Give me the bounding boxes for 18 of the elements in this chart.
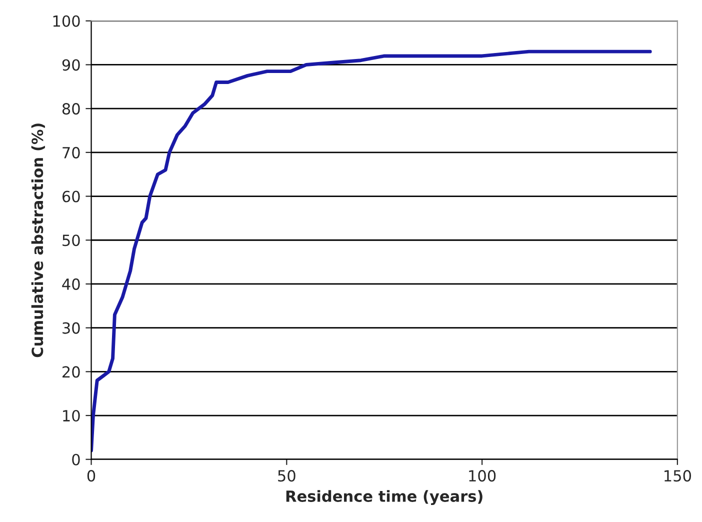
- y-tick-label: 90: [62, 59, 80, 71]
- y-tick-label: 60: [62, 190, 80, 202]
- y-tick-label: 30: [62, 322, 80, 334]
- x-tick-label: 150: [664, 470, 691, 482]
- line-series: [91, 50, 652, 452]
- y-tick-label: 100: [53, 15, 80, 27]
- y-tick-label: 20: [62, 366, 80, 378]
- x-tick-label: 0: [87, 470, 96, 482]
- y-tick-label: 80: [62, 103, 80, 115]
- y-tick-label: 40: [62, 278, 80, 290]
- x-axis-title: Residence time (years): [286, 490, 482, 506]
- x-tick-label: 50: [278, 470, 296, 482]
- x-tick-label: 100: [469, 470, 496, 482]
- y-axis-title: Cumulative abstraction (%): [31, 124, 45, 358]
- y-tick-label: 50: [62, 234, 80, 246]
- y-tick-label: 0: [72, 454, 80, 466]
- y-tick-label: 70: [62, 146, 80, 158]
- y-tick-label: 10: [63, 410, 80, 422]
